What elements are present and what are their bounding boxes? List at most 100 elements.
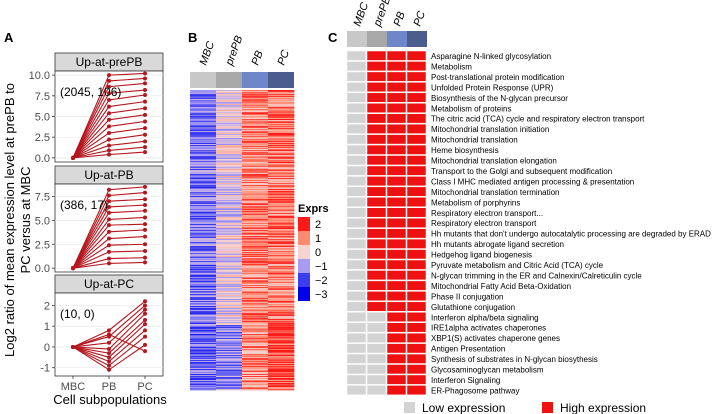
heatmap-cell (190, 260, 217, 262)
heatmap-cell (242, 214, 269, 216)
heatmap-cell (216, 319, 243, 321)
heatmap-cell (216, 380, 243, 382)
pathway-cell (346, 322, 367, 333)
heatmap-cell (190, 133, 217, 135)
heatmap-cell (242, 90, 269, 92)
heatmap-cell (242, 187, 269, 189)
heatmap-cell (190, 337, 217, 339)
heatmap-cell (190, 258, 217, 260)
heatmap-cell (190, 217, 217, 219)
heatmap-cell (268, 249, 295, 251)
pathway-cell (366, 134, 387, 145)
legend-swatch (298, 273, 310, 287)
heatmap-cell (268, 214, 295, 216)
heatmap-cell (242, 269, 269, 271)
heatmap-cell (216, 250, 243, 252)
heatmap-cell (190, 329, 217, 331)
heatmap-cell (242, 97, 269, 99)
heatmap-cell (242, 178, 269, 180)
heatmap-cell (190, 200, 217, 202)
legend-swatch (298, 217, 310, 231)
heatmap-cell (216, 269, 243, 271)
heatmap-cell (268, 289, 295, 291)
pathway-cell (406, 82, 427, 93)
heatmap-cell (190, 204, 217, 206)
pathway-label: Metabolism of proteins (431, 104, 511, 113)
pathway-cell (366, 92, 387, 103)
heatmap-cell (242, 133, 269, 135)
pathway-cell (346, 123, 367, 134)
heatmap-cell (190, 275, 217, 277)
heatmap-cell (216, 132, 243, 134)
data-point (143, 234, 147, 239)
heatmap-cell (242, 268, 269, 270)
heatmap-cell (268, 296, 295, 298)
heatmap-cell (242, 305, 269, 307)
heatmap-cell (268, 228, 295, 230)
heatmap-cell (268, 236, 295, 238)
heatmap-cell (190, 186, 217, 188)
heatmap-cell (190, 380, 217, 382)
heatmap-cell (242, 138, 269, 140)
heatmap-cell (190, 234, 217, 236)
heatmap-cell (268, 99, 295, 101)
heatmap-cell (268, 213, 295, 215)
heatmap-cell (268, 362, 295, 364)
heatmap-cell (242, 370, 269, 372)
legend-swatch (298, 231, 310, 245)
heatmap-cell (216, 346, 243, 348)
pathway-cell (406, 61, 427, 72)
heatmap-cell (216, 357, 243, 359)
heatmap-cell (242, 130, 269, 132)
heatmap-cell (190, 283, 217, 285)
heatmap-cell (242, 297, 269, 299)
heatmap-cell (242, 105, 269, 107)
heatmap-cell (242, 353, 269, 355)
pathway-cell (386, 176, 407, 187)
heatmap-cell (268, 334, 295, 336)
heatmap-cell (268, 189, 295, 191)
heatmap-cell (216, 329, 243, 331)
heatmap-cell (242, 254, 269, 256)
heatmap-cell (268, 305, 295, 307)
heatmap-cell (268, 119, 295, 121)
pathway-cell (366, 176, 387, 187)
pathway-cell (386, 92, 407, 103)
pathway-cell (366, 155, 387, 166)
heatmap-cell (242, 270, 269, 272)
heatmap-cell (268, 276, 295, 278)
heatmap-cell (190, 315, 217, 317)
heatmap-cell (216, 143, 243, 145)
pathway-label: Glycosaminoglycan metabolism (431, 366, 544, 375)
heatmap-cell (216, 292, 243, 294)
heatmap-cell (268, 327, 295, 329)
heatmap-cell (268, 199, 295, 201)
heatmap-cell (216, 365, 243, 367)
pathway-label: Metabolism of porphyrins (431, 198, 520, 207)
heatmap-cell (242, 238, 269, 240)
heatmap-cell (190, 108, 217, 110)
heatmap-cell (190, 185, 217, 187)
heatmap-cell (268, 343, 295, 345)
heatmap-cell (216, 295, 243, 297)
heatmap-cell (242, 304, 269, 306)
heatmap-cell (190, 211, 217, 213)
pathway-cell (346, 364, 367, 375)
heatmap-cell (242, 223, 269, 225)
heatmap-cell (216, 326, 243, 328)
data-point (143, 139, 147, 144)
heatmap-cell (216, 307, 243, 309)
heatmap-cell (216, 303, 243, 305)
heatmap-cell (242, 115, 269, 117)
heatmap-cell (242, 381, 269, 383)
pathway-cell (346, 103, 367, 113)
heatmap-cell (216, 127, 243, 129)
heatmap-cell (190, 240, 217, 242)
heatmap-cell (268, 388, 295, 390)
heatmap-cell (190, 110, 217, 112)
data-point (143, 215, 147, 220)
data-point (143, 203, 147, 208)
pathway-label: Hh mutants that don't undergo autocataly… (431, 230, 711, 239)
heatmap-cell (268, 347, 295, 349)
heatmap-cell (268, 360, 295, 362)
